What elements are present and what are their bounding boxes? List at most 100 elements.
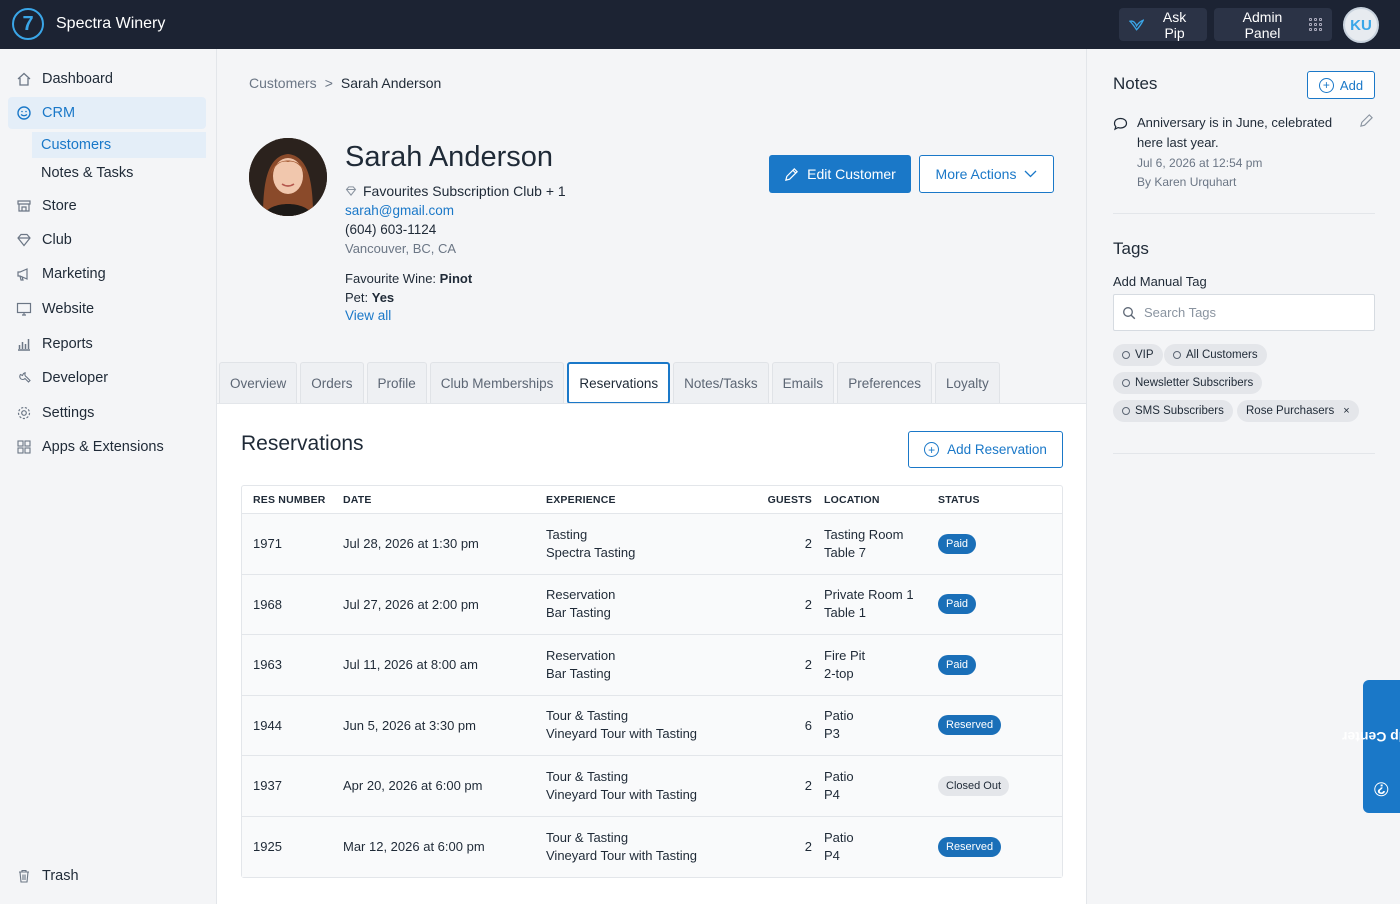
trash-icon: [16, 868, 32, 884]
column-header-guests[interactable]: GUESTS: [767, 493, 812, 506]
tab-orders[interactable]: Orders: [300, 362, 364, 404]
sidebar-item-developer[interactable]: Developer: [8, 362, 206, 394]
experience-cell: Tour & Tasting Vineyard Tour with Tasting: [546, 768, 752, 804]
experience-type: Reservation: [546, 647, 616, 663]
customer-address: Vancouver, BC, CA: [345, 241, 457, 256]
date-cell: Mar 12, 2026 at 6:00 pm: [343, 839, 485, 855]
note-text: Anniversary is in June, celebrated here …: [1137, 115, 1333, 150]
sidebar-item-dashboard[interactable]: Dashboard: [8, 63, 206, 95]
edit-customer-button[interactable]: Edit Customer: [769, 155, 911, 193]
view-all-link[interactable]: View all: [345, 308, 392, 323]
tag-icon: [1122, 379, 1130, 387]
sidebar-item-settings[interactable]: Settings: [8, 397, 206, 429]
user-avatar[interactable]: KU: [1343, 7, 1379, 43]
tab-reservations[interactable]: Reservations: [567, 362, 671, 404]
customer-phone: (604) 603-1124: [345, 222, 437, 237]
tab-loyalty[interactable]: Loyalty: [934, 362, 1000, 404]
experience-name: Vineyard Tour with Tasting: [546, 726, 698, 742]
location-name: Patio: [824, 768, 854, 784]
sidebar-item-apps-extensions[interactable]: Apps & Extensions: [8, 431, 206, 463]
club-membership-line: Favourites Subscription Club + 1: [345, 183, 566, 199]
location-cell: Patio P4: [812, 829, 938, 865]
breadcrumb-customers-link[interactable]: Customers: [249, 75, 317, 91]
experience-cell: Tour & Tasting Vineyard Tour with Tasting: [546, 707, 752, 743]
sidebar-item-website[interactable]: Website: [8, 293, 206, 325]
edit-note-icon[interactable]: [1359, 113, 1374, 132]
tag-label: VIP: [1135, 349, 1154, 361]
tag-sms-subscribers[interactable]: SMS Subscribers: [1113, 400, 1233, 422]
experience-type: Tasting: [546, 526, 588, 542]
customer-email-link[interactable]: sarah@gmail.com: [345, 203, 454, 218]
tag-all-customers[interactable]: All Customers: [1164, 344, 1267, 366]
guests-cell: 6: [804, 717, 812, 733]
diamond-icon: [16, 232, 32, 248]
wrench-icon: [16, 370, 32, 386]
experience-name: Bar Tasting: [546, 605, 611, 621]
remove-tag-icon[interactable]: ×: [1343, 405, 1350, 417]
table-row[interactable]: 1968 Jul 27, 2026 at 2:00 pm Reservation Ba…: [242, 574, 1062, 635]
location-table: P4: [824, 786, 840, 802]
location-name: Private Room 1: [824, 587, 914, 603]
tab-overview[interactable]: Overview: [219, 362, 298, 404]
help-center-tab[interactable]: ? Help Center: [1342, 680, 1400, 813]
main-content: Customers > Sarah Anderson Sarah Anderso…: [217, 49, 1086, 904]
tag-vip[interactable]: VIP: [1113, 344, 1163, 366]
table-row[interactable]: 1925 Mar 12, 2026 at 6:00 pm Tour & Tastin…: [242, 816, 1062, 877]
admin-panel-button[interactable]: Admin Panel: [1214, 8, 1332, 41]
sidebar-item-marketing[interactable]: Marketing: [8, 258, 206, 290]
tag-search-input[interactable]: [1144, 305, 1364, 320]
more-actions-button[interactable]: More Actions: [919, 155, 1054, 193]
tab-profile[interactable]: Profile: [366, 362, 427, 404]
tag-newsletter-subscribers[interactable]: Newsletter Subscribers: [1113, 372, 1263, 394]
res-number-cell[interactable]: 1925: [253, 839, 282, 855]
column-header-res-number[interactable]: RES NUMBER: [253, 493, 326, 506]
table-row[interactable]: 1937 Apr 20, 2026 at 6:00 pm Tour & Tastin…: [242, 756, 1062, 817]
customer-name: Sarah Anderson: [345, 141, 553, 173]
location-table: Table 7: [824, 544, 866, 560]
column-header-location[interactable]: LOCATION: [824, 493, 880, 506]
column-header-experience[interactable]: EXPERIENCE: [546, 493, 616, 506]
add-note-button[interactable]: + Add: [1307, 71, 1375, 99]
table-row[interactable]: 1963 Jul 11, 2026 at 8:00 am Reservation Ba…: [242, 635, 1062, 696]
sidebar-subitem-notes-tasks[interactable]: Notes & Tasks: [41, 165, 134, 181]
sidebar-item-label: Store: [42, 198, 77, 214]
sidebar-item-label: Marketing: [42, 266, 106, 282]
experience-cell: Reservation Bar Tasting: [546, 586, 752, 622]
ask-pip-button[interactable]: Ask Pip: [1119, 8, 1207, 41]
experience-cell: Tour & Tasting Vineyard Tour with Tasting: [546, 829, 752, 865]
table-row[interactable]: 1971 Jul 28, 2026 at 1:30 pm Tasting Spectr…: [242, 514, 1062, 575]
tab-club-memberships[interactable]: Club Memberships: [429, 362, 565, 404]
table-row[interactable]: 1944 Jun 5, 2026 at 3:30 pm Tour & Tasting…: [242, 695, 1062, 756]
res-number-cell[interactable]: 1963: [253, 657, 282, 673]
sidebar-item-trash[interactable]: Trash: [8, 860, 206, 892]
status-badge: Closed Out: [938, 775, 1010, 796]
column-header-date[interactable]: DATE: [343, 493, 372, 506]
tab-emails[interactable]: Emails: [771, 362, 835, 404]
column-header-status[interactable]: STATUS: [938, 493, 980, 506]
res-number-cell[interactable]: 1937: [253, 778, 282, 794]
sidebar-subitem-customers[interactable]: Customers: [32, 132, 206, 158]
res-number-cell[interactable]: 1971: [253, 536, 282, 552]
pet-label: Pet:: [345, 290, 369, 305]
sidebar-item-store[interactable]: Store: [8, 190, 206, 222]
sidebar-item-reports[interactable]: Reports: [8, 328, 206, 360]
status-badge: Reserved: [938, 715, 1002, 736]
logo-icon[interactable]: 7: [12, 8, 44, 40]
divider: [1113, 213, 1375, 214]
status-badge: Paid: [938, 654, 977, 675]
tag-search-field[interactable]: [1113, 294, 1375, 331]
sidebar-item-club[interactable]: Club: [8, 224, 206, 256]
breadcrumb-separator: >: [324, 75, 333, 91]
sidebar: Dashboard CRM Customers Notes & Tasks St…: [0, 49, 217, 904]
tab-notes-tasks[interactable]: Notes/Tasks: [673, 362, 769, 404]
date-cell: Jul 11, 2026 at 8:00 am: [343, 657, 478, 673]
add-reservation-button[interactable]: + Add Reservation: [908, 431, 1063, 468]
res-number-cell[interactable]: 1944: [253, 717, 282, 733]
customer-tabs: Overview Orders Profile Club Memberships…: [219, 362, 1000, 404]
sidebar-item-crm[interactable]: CRM: [8, 97, 206, 129]
res-number-cell[interactable]: 1968: [253, 596, 282, 612]
sidebar-item-label: Website: [42, 301, 95, 317]
sidebar-item-label: CRM: [42, 105, 76, 121]
tab-preferences[interactable]: Preferences: [837, 362, 932, 404]
tag-rose-purchasers[interactable]: Rose Purchasers ×: [1237, 400, 1359, 422]
